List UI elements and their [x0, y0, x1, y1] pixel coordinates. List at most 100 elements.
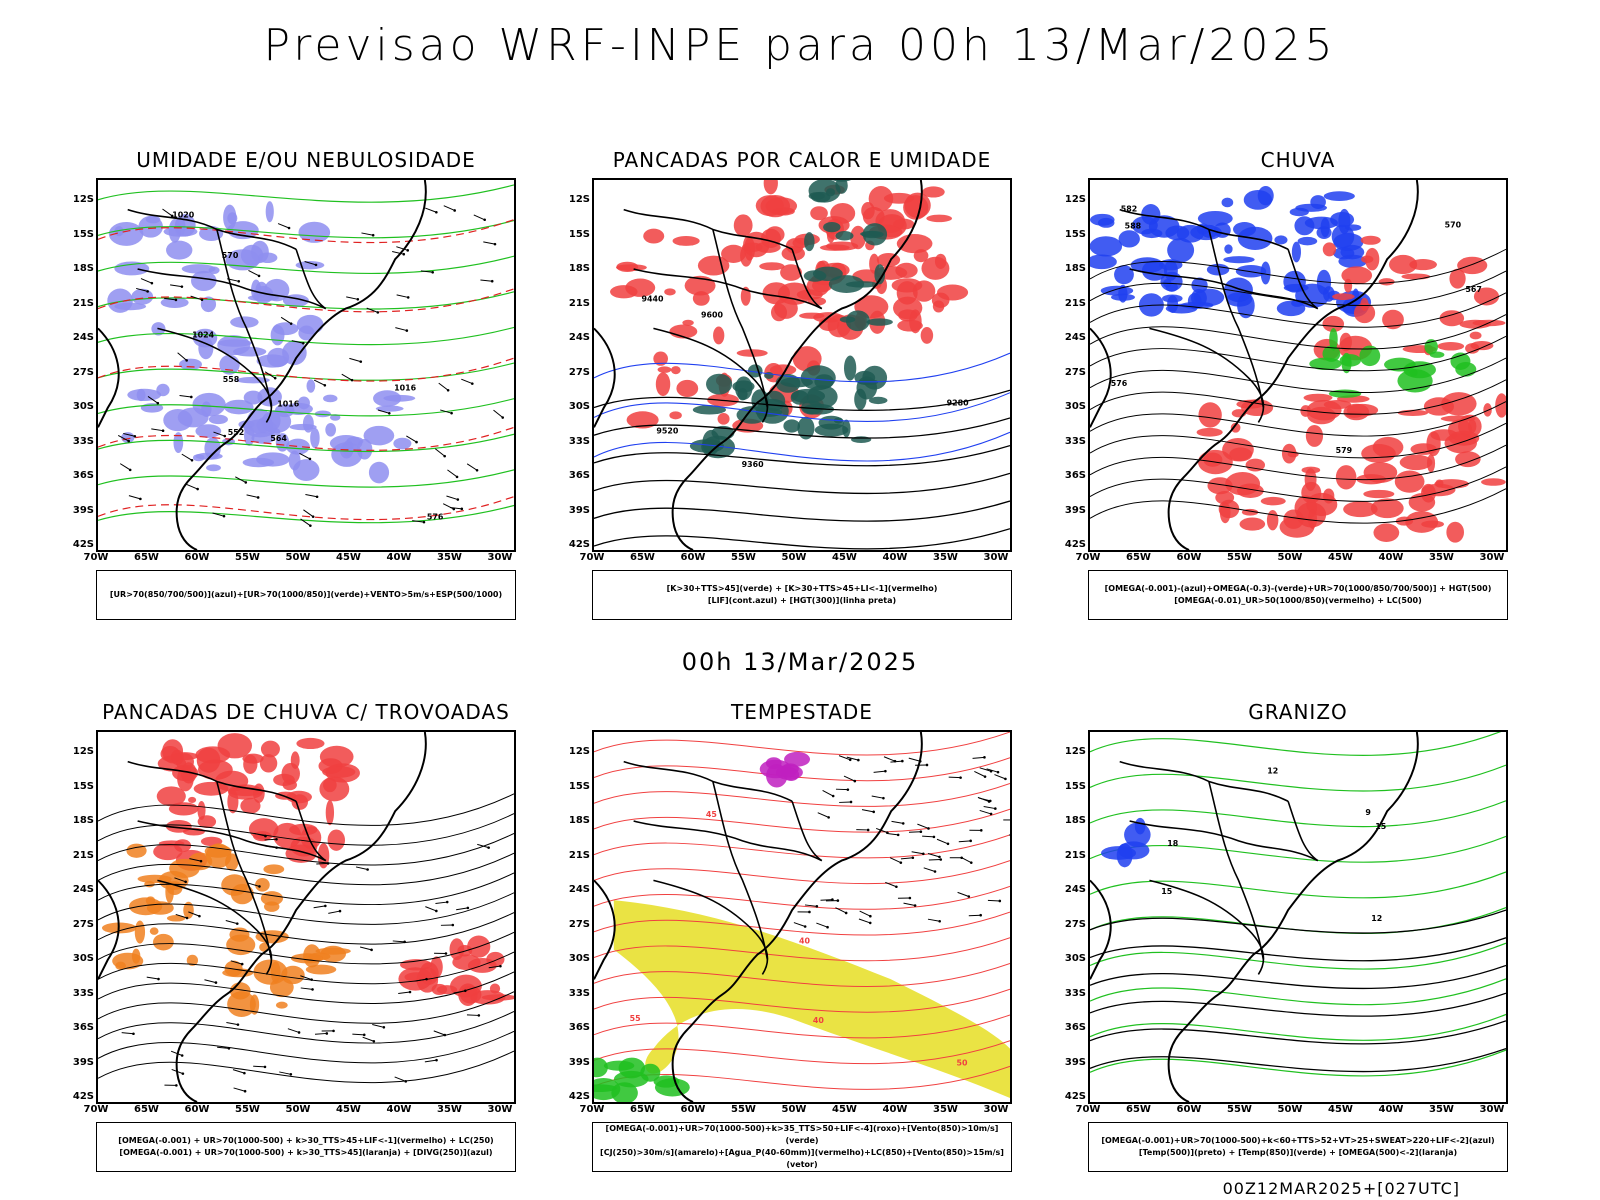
contour-line	[98, 426, 514, 451]
lon-label: 65W	[134, 1104, 159, 1115]
shaded-area	[898, 309, 918, 322]
vector-head	[932, 835, 936, 839]
lon-label: 65W	[630, 552, 655, 563]
vector-head	[263, 1065, 267, 1069]
lon-label: 35W	[1429, 552, 1454, 563]
wind-vector	[128, 495, 141, 500]
vector-head	[185, 359, 188, 362]
wind-vector	[396, 294, 409, 298]
contour-line	[1090, 444, 1506, 481]
contour-line	[1090, 379, 1506, 415]
shaded-area	[1235, 264, 1267, 278]
shaded-area	[797, 416, 815, 440]
shaded-area	[325, 800, 335, 826]
vector-head	[499, 964, 502, 968]
shaded-area	[594, 1057, 608, 1078]
map-canvas	[98, 732, 514, 1102]
lon-label: 35W	[933, 1104, 958, 1115]
shaded-area	[625, 278, 656, 297]
lat-label: 36S	[1064, 1022, 1086, 1033]
shaded-area	[1187, 292, 1202, 310]
shaded-area	[1401, 273, 1431, 280]
contour-label: 576	[427, 512, 444, 521]
contour-line	[594, 782, 1010, 807]
shaded-area	[1363, 489, 1395, 499]
shaded-area	[825, 188, 836, 197]
coastline	[98, 732, 427, 1102]
contour-line	[98, 357, 514, 382]
shaded-area	[743, 231, 770, 258]
lat-label: 27S	[568, 366, 590, 378]
lon-label: 60W	[184, 1104, 210, 1115]
vector-head	[236, 1023, 240, 1026]
vector-head	[128, 468, 132, 472]
contour-line	[594, 937, 1010, 962]
shaded-area	[1440, 415, 1476, 422]
vector-head	[435, 210, 438, 214]
shaded-area	[1370, 498, 1404, 519]
shaded-area	[1449, 268, 1466, 289]
wind-vector	[442, 503, 455, 510]
shaded-area	[263, 864, 285, 875]
wind-vector	[232, 1069, 245, 1074]
wind-vector	[957, 891, 969, 897]
shaded-area	[217, 335, 251, 356]
wind-vector	[972, 756, 985, 759]
shaded-area	[1090, 254, 1117, 270]
wind-vector	[313, 905, 326, 909]
shaded-area	[331, 442, 363, 467]
shaded-area	[1423, 397, 1454, 416]
lon-label: 60W	[184, 552, 210, 563]
contour-label: 9440	[642, 295, 665, 304]
shaded-area	[289, 423, 317, 431]
vector-head	[403, 940, 406, 944]
wind-vector	[424, 1059, 437, 1063]
shaded-area	[1405, 511, 1439, 533]
lat-label: 24S	[568, 332, 590, 343]
shaded-area	[611, 1082, 638, 1102]
lat-label: 33S	[1064, 987, 1086, 999]
vector-head	[310, 978, 313, 981]
lon-label: 35W	[437, 1104, 462, 1115]
shaded-area	[265, 201, 274, 223]
vector-head	[869, 914, 872, 918]
shaded-area	[784, 751, 811, 767]
contour-line	[98, 219, 514, 244]
lat-label: 30S	[568, 953, 590, 964]
shaded-area	[874, 264, 886, 285]
legend-line: [LIF](cont.azul) + [HGT(300)](linha pret…	[707, 596, 897, 605]
lat-label: 15S	[1064, 228, 1086, 240]
lat-label: 39S	[1064, 1056, 1086, 1068]
shaded-area	[200, 296, 217, 313]
legend-pancadas-por-calor-e-umidade: [K>30+TTS>45](verde) + [K>30+TTS>45+LI<-…	[592, 570, 1012, 620]
shaded-area	[1218, 499, 1240, 519]
lon-label: 30W	[1479, 1104, 1505, 1115]
contour-label: 12	[1371, 914, 1382, 923]
shaded-area	[1230, 422, 1241, 433]
shaded-area	[1372, 436, 1404, 458]
shaded-area	[843, 355, 857, 381]
shaded-area	[191, 270, 217, 291]
wind-vector	[264, 371, 276, 379]
contour-label: 576	[1111, 379, 1128, 388]
lat-label: 21S	[72, 849, 94, 861]
lon-label: 55W	[235, 552, 260, 563]
shaded-area	[603, 1060, 635, 1071]
lon-label: 35W	[1429, 1104, 1454, 1115]
shaded-area	[188, 796, 197, 804]
map-tempestade: 40 45 50 55 40	[592, 730, 1012, 1104]
shaded-area	[1213, 222, 1231, 238]
lon-label: 30W	[983, 1104, 1009, 1115]
contour-line	[1090, 937, 1506, 962]
wind-vector	[140, 278, 153, 284]
shaded-area	[243, 390, 263, 405]
shaded-area	[300, 826, 322, 850]
vector-head	[803, 925, 807, 928]
shaded-area	[1399, 454, 1433, 471]
lat-label: 21S	[568, 849, 590, 861]
vector-head	[435, 909, 438, 913]
wind-vector	[248, 269, 260, 277]
shaded-area	[1303, 393, 1333, 402]
shaded-area	[489, 983, 501, 994]
shaded-area	[1382, 309, 1404, 330]
